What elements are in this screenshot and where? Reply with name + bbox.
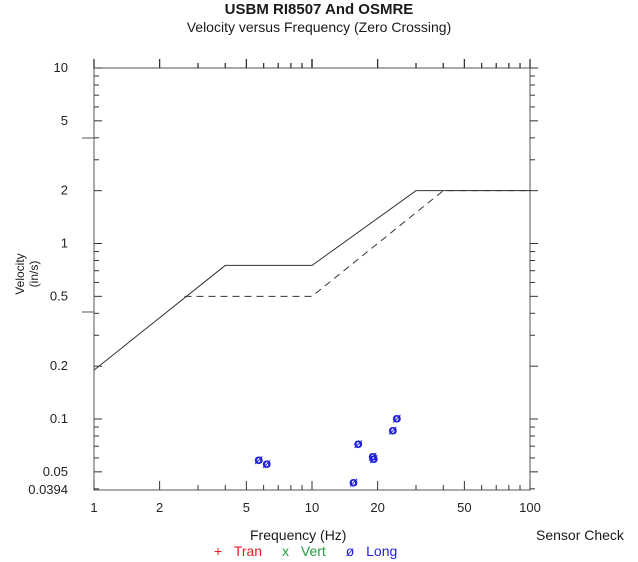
legend-label-long: Long	[366, 543, 398, 559]
y-tick-label: 5	[61, 113, 68, 128]
data-point-long: ø	[392, 411, 401, 426]
y-tick-label: 0.2	[50, 358, 68, 373]
limit-curve-solid	[93, 190, 530, 371]
legend-symbol-tran: +	[214, 543, 223, 559]
legend: + Tran x Vert ø Long	[214, 543, 413, 559]
legend-label-tran: Tran	[233, 543, 263, 559]
y-tick-label: 0.0394	[28, 482, 68, 497]
y-tick-label: 0.05	[43, 464, 68, 479]
x-tick-label: 2	[156, 500, 163, 515]
x-axis-label: Frequency (Hz)	[250, 527, 347, 543]
chart-subtitle: Velocity versus Frequency (Zero Crossing…	[186, 19, 452, 35]
data-point-long: ø	[369, 452, 378, 467]
x-tick-label: 1	[90, 500, 97, 515]
y-tick-label: 2	[61, 183, 68, 198]
chart-title: USBM RI8507 And OSMRE	[224, 1, 414, 18]
x-tick-label: 50	[457, 500, 471, 515]
legend-item-long: ø Long	[346, 543, 406, 559]
data-point-long: ø	[354, 437, 363, 452]
x-tick-label: 20	[370, 500, 384, 515]
plot-frame	[93, 67, 531, 491]
data-point-long: ø	[254, 453, 263, 468]
x-tick-label: 10	[305, 500, 319, 515]
y-axis-label: Velocity (in/s)	[13, 253, 41, 295]
y-tick-label: 1	[61, 236, 68, 251]
y-tick-label: 10	[54, 60, 68, 75]
limit-curve-dashed	[184, 190, 530, 297]
y-tick-label: 0.1	[50, 411, 68, 426]
x-tick-label: 5	[243, 500, 250, 515]
data-point-long: ø	[349, 476, 358, 491]
legend-symbol-vert: x	[282, 543, 289, 559]
y-tick-label: 0.5	[50, 288, 68, 303]
x-tick-label: 100	[519, 500, 541, 515]
data-point-long: ø	[262, 457, 271, 472]
legend-item-tran: + Tran	[214, 543, 274, 559]
legend-symbol-long: ø	[345, 543, 355, 559]
legend-label-vert: Vert	[300, 543, 326, 559]
legend-item-vert: x Vert	[282, 543, 338, 559]
sensor-check-label: Sensor Check	[536, 527, 624, 543]
data-point-long: ø	[388, 424, 397, 439]
data-point-long: ø	[368, 449, 377, 464]
